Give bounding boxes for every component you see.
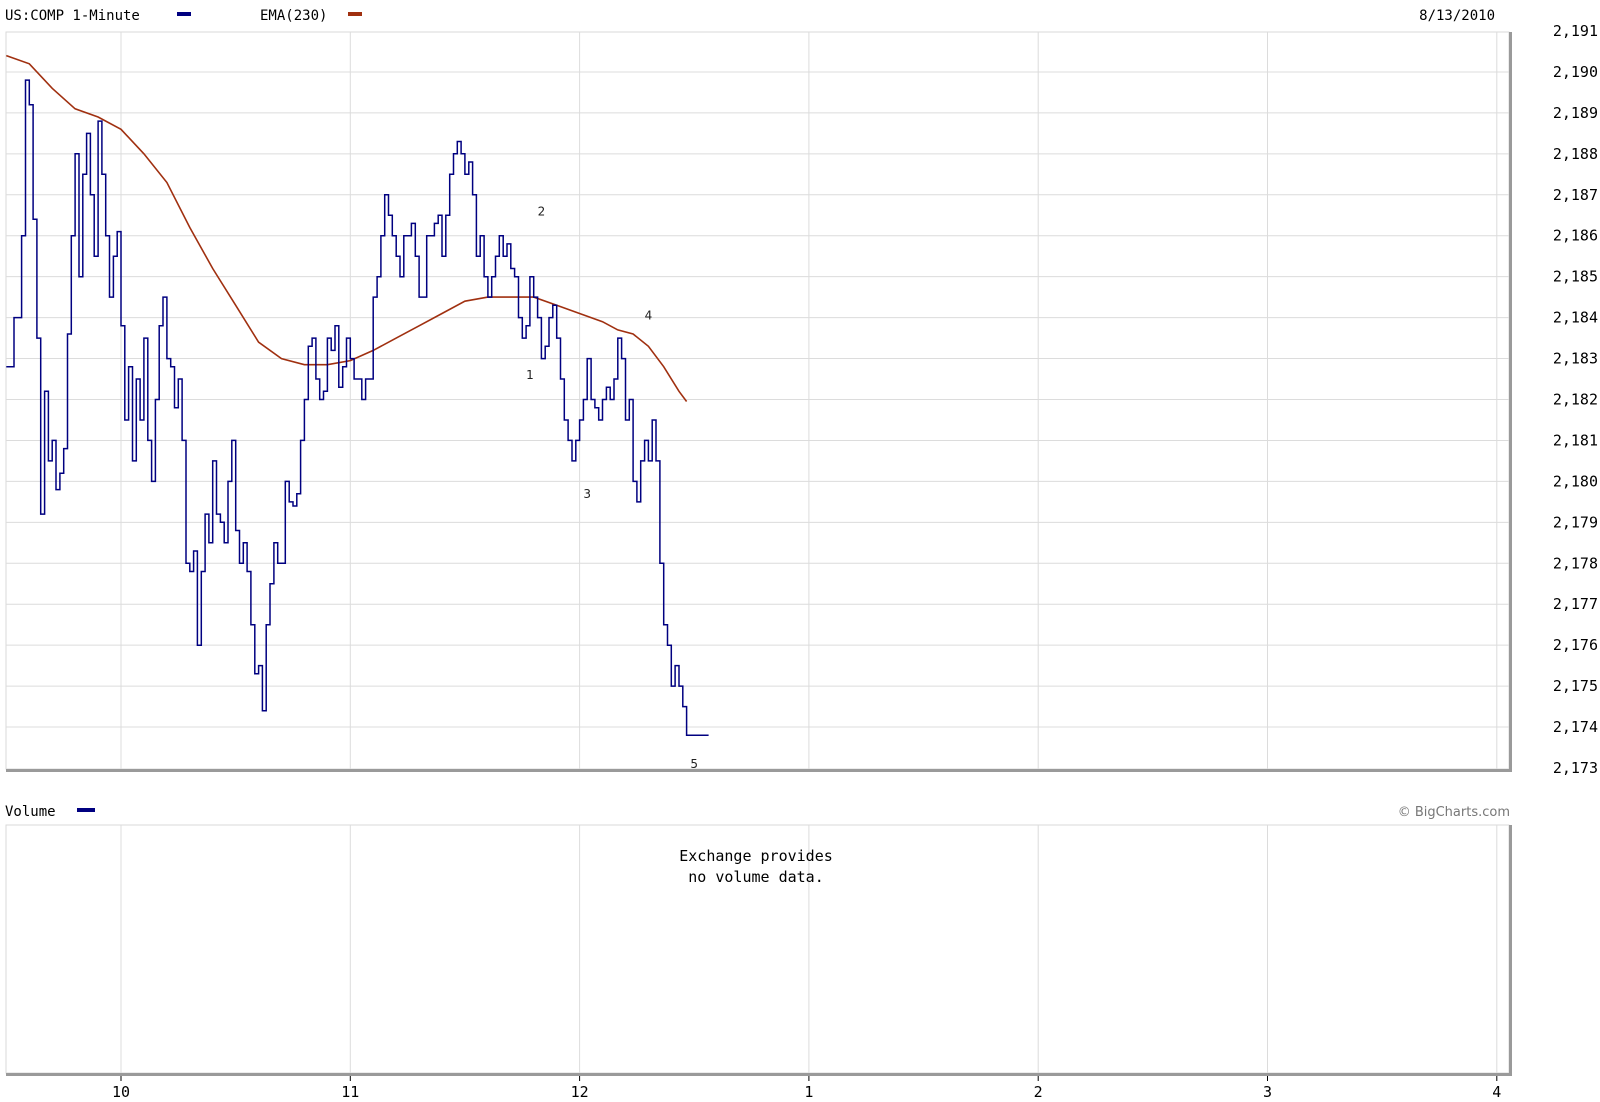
symbol-label: US:COMP 1-Minute	[5, 8, 140, 24]
price-panel-shadow-bottom	[6, 769, 1511, 772]
y-tick-label: 2,187	[1553, 186, 1598, 204]
y-tick-label: 2,180	[1553, 472, 1598, 490]
volume-panel-shadow-right	[1509, 825, 1512, 1076]
y-axis: 2,191 2,190 2,189 2,188 2,187 2,186 2,185 2,184…	[1553, 22, 1598, 777]
x-axis: 10 11 12 1 2 3 4	[112, 1076, 1501, 1101]
wave-annotation-label: 2	[538, 204, 546, 218]
x-tick-label: 2	[1034, 1083, 1043, 1101]
y-tick-label: 2,174	[1553, 718, 1598, 736]
no-volume-message-line2: no volume data.	[688, 868, 823, 886]
chart-date: 8/13/2010	[1419, 8, 1495, 24]
price-panel-shadow-right	[1509, 32, 1512, 772]
x-tick-label: 12	[571, 1083, 589, 1101]
price-panel-frame	[5, 31, 1510, 770]
symbol-legend-swatch	[177, 12, 191, 16]
y-tick-label: 2,175	[1553, 677, 1598, 695]
wave-annotation-label: 3	[583, 487, 591, 501]
wave-annotation-label: 1	[526, 368, 534, 382]
volume-label: Volume	[5, 804, 56, 820]
x-tick-label: 3	[1263, 1083, 1272, 1101]
y-tick-label: 2,185	[1553, 268, 1598, 286]
ema-legend-swatch	[348, 12, 362, 16]
volume-panel-shadow-bottom	[6, 1073, 1511, 1076]
y-tick-label: 2,177	[1553, 595, 1598, 613]
y-tick-label: 2,191	[1553, 22, 1598, 40]
x-tick-label: 4	[1492, 1083, 1501, 1101]
annotation-layer: 1 2 3 4 5	[526, 204, 698, 771]
price-panel: 1 2 3 4 5	[5, 31, 1512, 772]
price-series-line	[6, 79, 709, 736]
y-tick-label: 2,188	[1553, 145, 1598, 163]
price-grid	[6, 32, 1509, 769]
volume-panel: Exchange provides no volume data.	[5, 824, 1512, 1076]
wave-annotation-label: 4	[645, 309, 653, 323]
y-tick-label: 2,179	[1553, 513, 1598, 531]
x-tick-label: 1	[804, 1083, 813, 1101]
y-tick-label: 2,184	[1553, 309, 1598, 327]
no-volume-message-line1: Exchange provides	[679, 847, 833, 865]
volume-panel-frame	[5, 824, 1510, 1074]
y-tick-label: 2,186	[1553, 227, 1598, 245]
y-tick-label: 2,190	[1553, 63, 1598, 81]
y-tick-label: 2,181	[1553, 431, 1598, 449]
volume-grid	[120, 825, 1498, 1073]
y-tick-label: 2,178	[1553, 554, 1598, 572]
volume-legend-swatch	[77, 808, 95, 812]
x-tick-label: 11	[341, 1083, 359, 1101]
y-tick-label: 2,173	[1553, 759, 1598, 777]
y-tick-label: 2,176	[1553, 636, 1598, 654]
y-tick-label: 2,183	[1553, 350, 1598, 368]
price-layer	[6, 79, 709, 736]
x-tick-label: 10	[112, 1083, 130, 1101]
copyright-text: © BigCharts.com	[1398, 805, 1510, 820]
y-tick-label: 2,189	[1553, 104, 1598, 122]
ema-label: EMA(230)	[260, 8, 327, 24]
wave-annotation-label: 5	[690, 757, 698, 771]
y-tick-label: 2,182	[1553, 391, 1598, 409]
